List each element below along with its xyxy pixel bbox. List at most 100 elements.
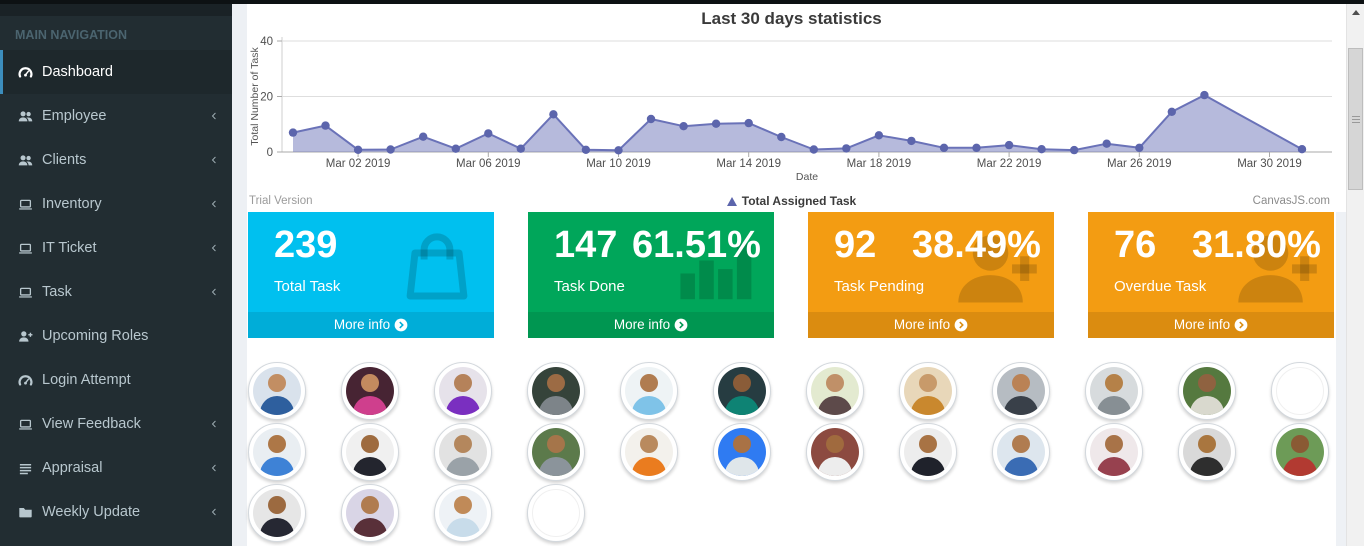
employee-avatar[interactable] [1085, 362, 1143, 420]
employee-avatar[interactable] [527, 484, 585, 542]
trial-version-watermark: Trial Version [249, 195, 313, 207]
data-point-marker [907, 136, 916, 146]
employee-avatar[interactable] [992, 423, 1050, 481]
sidebar-item-label: IT Ticket [42, 240, 97, 256]
sidebar-nav: Dashboard Employee Clients Inventory IT Tick… [0, 50, 232, 534]
employee-avatar[interactable] [248, 362, 306, 420]
data-point-marker [581, 145, 591, 154]
data-point-marker [288, 128, 298, 137]
avatar-photo [1090, 367, 1138, 415]
data-point-marker [1297, 145, 1307, 154]
sidebar-item-dashboard[interactable]: Dashboard [0, 50, 232, 94]
svg-text:Mar 06 2019: Mar 06 2019 [456, 158, 521, 170]
sidebar-item-label: Inventory [42, 196, 102, 212]
top-navbar [0, 0, 1364, 4]
employee-avatar[interactable] [1178, 423, 1236, 481]
avatar-photo [625, 367, 673, 415]
avatar-photo [811, 367, 859, 415]
avatar-photo [439, 489, 487, 537]
employee-avatar[interactable] [620, 423, 678, 481]
info-box-value: 92 [834, 224, 877, 266]
employee-avatar[interactable] [713, 362, 771, 420]
users-icon [18, 110, 33, 121]
employee-avatar[interactable] [899, 362, 957, 420]
sidebar-item-label: Appraisal [42, 460, 103, 476]
employee-avatar[interactable] [434, 362, 492, 420]
sidebar: MAIN NAVIGATION Dashboard Employee Clients… [0, 4, 232, 546]
area-series [293, 95, 1302, 152]
sidebar-item-weekly-update[interactable]: Weekly Update [0, 490, 232, 534]
avatar-photo [253, 489, 301, 537]
sidebar-item-login-attempt[interactable]: Login Attempt [0, 358, 232, 402]
employee-avatar[interactable] [1271, 423, 1329, 481]
content-right-gutter [1336, 212, 1346, 546]
users-icon [18, 154, 33, 165]
person-plus-icon [1234, 224, 1320, 315]
employee-avatar[interactable] [992, 362, 1050, 420]
data-point-marker [646, 114, 656, 124]
employee-avatar[interactable] [713, 423, 771, 481]
chart-legend[interactable]: Total Assigned Task [247, 194, 1336, 208]
area-chart: 0 20 40 Mar 02 2019 Mar 06 2019 Mar 10 2019 Ma… [249, 36, 1332, 183]
scrollbar-thumb[interactable] [1348, 48, 1363, 190]
page-scrollbar[interactable] [1346, 4, 1364, 546]
more-info-link[interactable]: More info [808, 312, 1054, 338]
svg-text:0: 0 [267, 147, 273, 159]
data-point-marker [939, 143, 949, 152]
data-point-marker [321, 121, 330, 130]
sidebar-item-upcoming-roles[interactable]: Upcoming Roles [0, 314, 232, 358]
avatar-photo [532, 367, 580, 415]
avatar-photo [439, 367, 487, 415]
employee-avatar[interactable] [527, 362, 585, 420]
info-box-label: Total Task [274, 278, 341, 295]
list-icon [19, 463, 32, 474]
sidebar-item-view-feedback[interactable]: View Feedback [0, 402, 232, 446]
avatar-photo [997, 428, 1045, 476]
employee-avatar[interactable] [248, 484, 306, 542]
avatar-photo-blank [1276, 367, 1324, 415]
employee-avatar[interactable] [806, 362, 864, 420]
chevron-left-icon [211, 508, 216, 516]
employee-avatar[interactable] [527, 423, 585, 481]
chevron-left-icon [211, 112, 216, 120]
employee-avatar[interactable] [248, 423, 306, 481]
avatar-photo [718, 367, 766, 415]
employee-avatar[interactable] [341, 362, 399, 420]
employee-avatar[interactable] [434, 484, 492, 542]
sidebar-item-employee[interactable]: Employee [0, 94, 232, 138]
employee-avatar[interactable] [1178, 362, 1236, 420]
sidebar-item-inventory[interactable]: Inventory [0, 182, 232, 226]
sidebar-item-it-ticket[interactable]: IT Ticket [0, 226, 232, 270]
more-info-link[interactable]: More info [248, 312, 494, 338]
info-box-value: 147 [554, 224, 618, 266]
avatar-photo [718, 428, 766, 476]
svg-text:Mar 22 2019: Mar 22 2019 [977, 158, 1042, 170]
sidebar-item-appraisal[interactable]: Appraisal [0, 446, 232, 490]
data-point-marker [809, 145, 818, 154]
data-point-marker [1037, 145, 1046, 154]
employee-avatar[interactable] [620, 362, 678, 420]
avatar-photo [253, 428, 301, 476]
employee-avatar[interactable] [899, 423, 957, 481]
employee-avatar[interactable] [806, 423, 864, 481]
data-point-marker [1004, 140, 1014, 150]
sidebar-item-label: Clients [42, 152, 87, 168]
canvasjs-credit-link[interactable]: CanvasJS.com [1252, 195, 1330, 207]
sidebar-item-label: Dashboard [42, 64, 113, 80]
sidebar-item-task[interactable]: Task [0, 270, 232, 314]
legend-marker-icon [726, 196, 737, 206]
employee-avatar[interactable] [341, 423, 399, 481]
more-info-link[interactable]: More info [528, 312, 774, 338]
scroll-up-button[interactable] [1347, 4, 1364, 21]
employee-avatar[interactable] [1271, 362, 1329, 420]
svg-text:40: 40 [260, 36, 273, 48]
more-info-link[interactable]: More info [1088, 312, 1334, 338]
employee-avatar[interactable] [1085, 423, 1143, 481]
avatar-photo [1276, 428, 1324, 476]
sidebar-item-clients[interactable]: Clients [0, 138, 232, 182]
folder-icon [19, 507, 32, 517]
employee-avatar[interactable] [341, 484, 399, 542]
sidebar-item-label: View Feedback [42, 416, 141, 432]
employee-avatar[interactable] [434, 423, 492, 481]
